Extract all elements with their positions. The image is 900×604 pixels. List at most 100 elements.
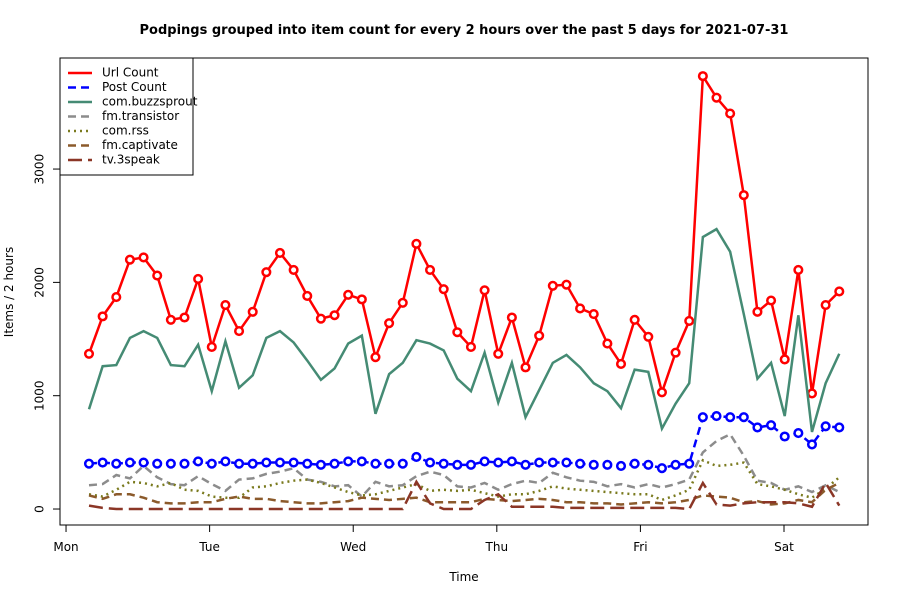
- point: [711, 92, 722, 103]
- point: [302, 290, 313, 302]
- point: [738, 190, 749, 201]
- point: [356, 456, 367, 467]
- plot-frame: [59, 57, 869, 526]
- point: [793, 264, 804, 275]
- point: [302, 458, 313, 469]
- point: [711, 411, 722, 422]
- point: [452, 459, 463, 470]
- point: [397, 458, 408, 469]
- point: [615, 358, 627, 370]
- point: [684, 315, 695, 326]
- point: [725, 412, 736, 423]
- point: [261, 267, 272, 278]
- y-tick-label: 0: [33, 505, 47, 513]
- legend-label: com.buzzsprout: [102, 95, 198, 109]
- point: [411, 451, 422, 462]
- y-tick-label: 1000: [33, 380, 47, 411]
- point: [111, 292, 122, 303]
- x-tick-label: Sat: [774, 540, 794, 554]
- point: [384, 458, 395, 469]
- y-tick-label: 2000: [33, 267, 47, 298]
- point: [83, 348, 95, 359]
- point: [779, 431, 790, 442]
- point: [384, 318, 395, 329]
- legend-label: Post Count: [102, 80, 167, 94]
- point: [424, 264, 436, 275]
- point: [534, 457, 545, 468]
- point: [138, 457, 149, 468]
- point: [670, 459, 681, 470]
- point: [656, 463, 667, 474]
- y-tick-label: 3000: [33, 154, 47, 185]
- point: [588, 309, 599, 320]
- point: [465, 459, 477, 470]
- point: [424, 457, 436, 468]
- point: [234, 326, 245, 337]
- y-axis-label: Items / 2 hours: [2, 247, 16, 337]
- point: [479, 285, 490, 296]
- point: [152, 270, 163, 281]
- point: [806, 439, 818, 450]
- point: [520, 362, 531, 373]
- series-line: [88, 481, 840, 506]
- point: [329, 458, 340, 469]
- point: [629, 314, 640, 325]
- point: [465, 341, 477, 353]
- point: [411, 238, 422, 249]
- point: [643, 459, 654, 470]
- point: [547, 280, 558, 291]
- point: [288, 264, 299, 275]
- point: [752, 306, 763, 317]
- point: [220, 299, 231, 311]
- chart-title: Podpings grouped into item count for eve…: [140, 23, 789, 38]
- legend-label: com.rss: [102, 124, 149, 138]
- point: [261, 457, 272, 468]
- point: [820, 299, 831, 311]
- x-tick-label: Tue: [198, 540, 220, 554]
- point: [670, 347, 681, 358]
- point: [315, 459, 326, 470]
- point: [206, 341, 217, 353]
- point: [820, 421, 831, 432]
- point: [124, 457, 135, 468]
- point: [697, 71, 708, 82]
- legend-label: tv.3speak: [102, 153, 160, 167]
- point: [575, 303, 586, 314]
- x-tick-label: Wed: [340, 540, 366, 554]
- point: [834, 286, 845, 297]
- point: [274, 247, 286, 258]
- point: [479, 456, 490, 467]
- x-tick-label: Fri: [633, 540, 647, 554]
- point: [493, 348, 504, 359]
- legend-label: fm.captivate: [102, 138, 178, 152]
- point: [138, 252, 149, 263]
- point: [438, 458, 449, 469]
- point: [152, 458, 163, 469]
- point: [738, 412, 749, 423]
- x-tick-label: Mon: [53, 540, 78, 554]
- point: [615, 460, 627, 472]
- point: [452, 327, 463, 338]
- point: [602, 459, 613, 470]
- point: [179, 458, 190, 469]
- point: [83, 458, 95, 469]
- point: [547, 457, 558, 468]
- point: [697, 412, 708, 423]
- point: [274, 457, 286, 468]
- point: [97, 457, 108, 468]
- point: [370, 352, 381, 363]
- point: [234, 458, 245, 469]
- point: [220, 456, 231, 467]
- point: [370, 458, 381, 469]
- point: [165, 458, 176, 469]
- x-axis-label: Time: [448, 570, 478, 584]
- point: [288, 457, 299, 468]
- point: [561, 279, 572, 290]
- point: [397, 297, 408, 308]
- point: [575, 458, 586, 469]
- point: [315, 313, 326, 324]
- point: [602, 338, 613, 349]
- series-line: [88, 479, 841, 511]
- point: [793, 428, 804, 439]
